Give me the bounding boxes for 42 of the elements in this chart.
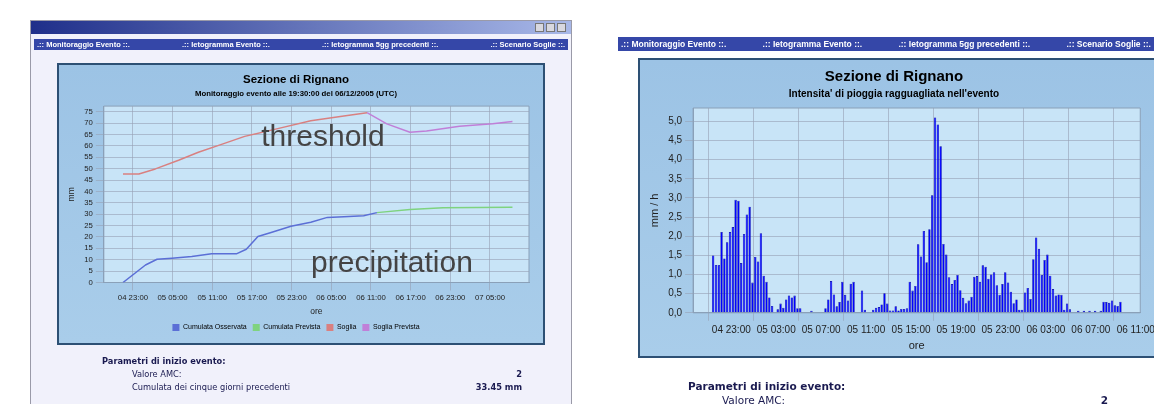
y-axis-title: mm / h	[647, 193, 660, 228]
chart-subtitle: Intensita' di pioggia ragguagliata nell'evento	[788, 87, 1000, 99]
y-tick-label: 1,5	[668, 249, 683, 261]
chart-title: Sezione di Rignano	[824, 67, 964, 85]
text: Valore AMC:	[132, 369, 182, 381]
x-tick-label: 05 19:00	[936, 323, 976, 335]
x-tick-label: 05 23:00	[981, 323, 1021, 335]
x-tick-label: 06 03:00	[1026, 323, 1066, 335]
x-tick-label: 04 23:00	[711, 323, 752, 335]
text: Parametri di inizio evento:	[688, 380, 847, 394]
chart-title: Sezione di Rignano	[242, 73, 350, 86]
y-tick-label: 3,5	[668, 172, 683, 184]
text: .:: Ietogramma 5gg precedenti ::.	[898, 39, 1031, 49]
y-tick-label: 1,0	[668, 268, 683, 280]
y-tick-label: 2,5	[668, 210, 683, 222]
text: .:: Ietogramma Evento ::.	[762, 39, 863, 49]
x-tick-label: 05 15:00	[891, 323, 931, 335]
y-tick-label: 5,0	[668, 115, 683, 127]
text: 2	[516, 369, 522, 381]
text: Valore AMC:	[722, 394, 786, 406]
x-axis-title: ore	[310, 306, 323, 317]
y-tick-label: 4,0	[668, 153, 683, 165]
x-tick-label: 05 07:00	[801, 323, 842, 335]
annotation: precipitation	[311, 245, 473, 279]
text: .:: Monitoraggio Evento ::.	[621, 39, 727, 49]
x-axis-title: ore	[908, 339, 925, 352]
y-tick-label: 4,5	[668, 134, 683, 146]
y-tick-label: 0,0	[668, 306, 683, 318]
annotation: threshold	[261, 119, 385, 153]
x-tick-label: 06 07:00	[1071, 323, 1111, 335]
text: .:: Scenario Soglie ::.	[1066, 39, 1151, 49]
x-tick-label: 06 11:00	[1116, 323, 1156, 335]
y-tick-label: 2,0	[668, 229, 683, 241]
x-tick-label: 05 03:00	[756, 323, 797, 335]
text: Cumulata dei cinque giorni precedenti	[132, 382, 291, 394]
y-tick-label: 0,5	[668, 287, 683, 299]
text: 33.45 mm	[475, 382, 522, 394]
text: Parametri di inizio evento:	[102, 356, 227, 368]
y-tick-label: 3,0	[668, 191, 683, 203]
x-tick-label: 05 11:00	[847, 323, 886, 335]
text: 2	[1100, 394, 1108, 406]
y-axis-title: mm	[66, 187, 77, 202]
